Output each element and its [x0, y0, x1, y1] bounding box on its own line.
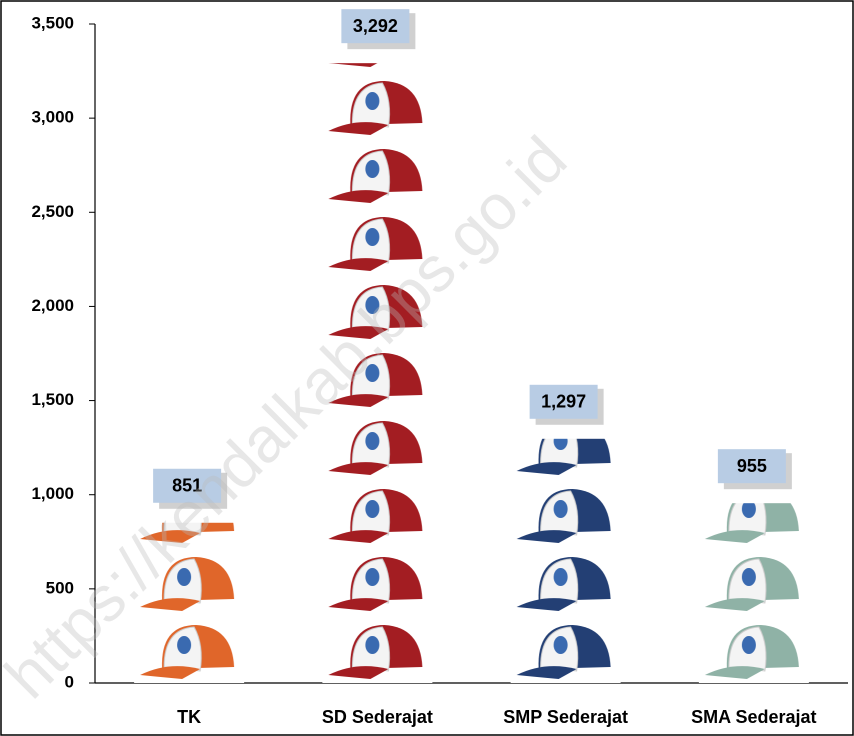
y-tick-label: 1,000	[31, 484, 74, 503]
watermark: https://kendalkab.bps.go.id	[0, 123, 580, 712]
bar	[510, 438, 621, 683]
value-label: 1,297	[541, 392, 586, 412]
x-tick-label: TK	[177, 707, 201, 727]
value-label-box	[341, 9, 410, 44]
x-tick-label: SD Sederajat	[322, 707, 433, 727]
y-tick-label: 2,500	[31, 202, 74, 221]
bar	[134, 522, 245, 683]
y-tick-label: 3,000	[31, 108, 74, 127]
x-tick-label: SMA Sederajat	[691, 707, 816, 727]
bar	[698, 503, 809, 683]
value-label: 851	[172, 476, 202, 496]
bar	[322, 63, 433, 683]
y-tick-label: 500	[46, 578, 74, 597]
y-tick-label: 0	[65, 672, 74, 691]
y-tick-label: 2,000	[31, 296, 74, 315]
y-tick-label: 1,500	[31, 390, 74, 409]
value-label: 3,292	[353, 16, 398, 36]
value-label: 955	[737, 456, 767, 476]
value-label-box	[153, 468, 222, 503]
value-label-box	[717, 449, 786, 484]
value-label-box	[529, 384, 598, 419]
y-tick-label: 3,500	[31, 13, 74, 32]
x-tick-label: SMP Sederajat	[503, 707, 628, 727]
